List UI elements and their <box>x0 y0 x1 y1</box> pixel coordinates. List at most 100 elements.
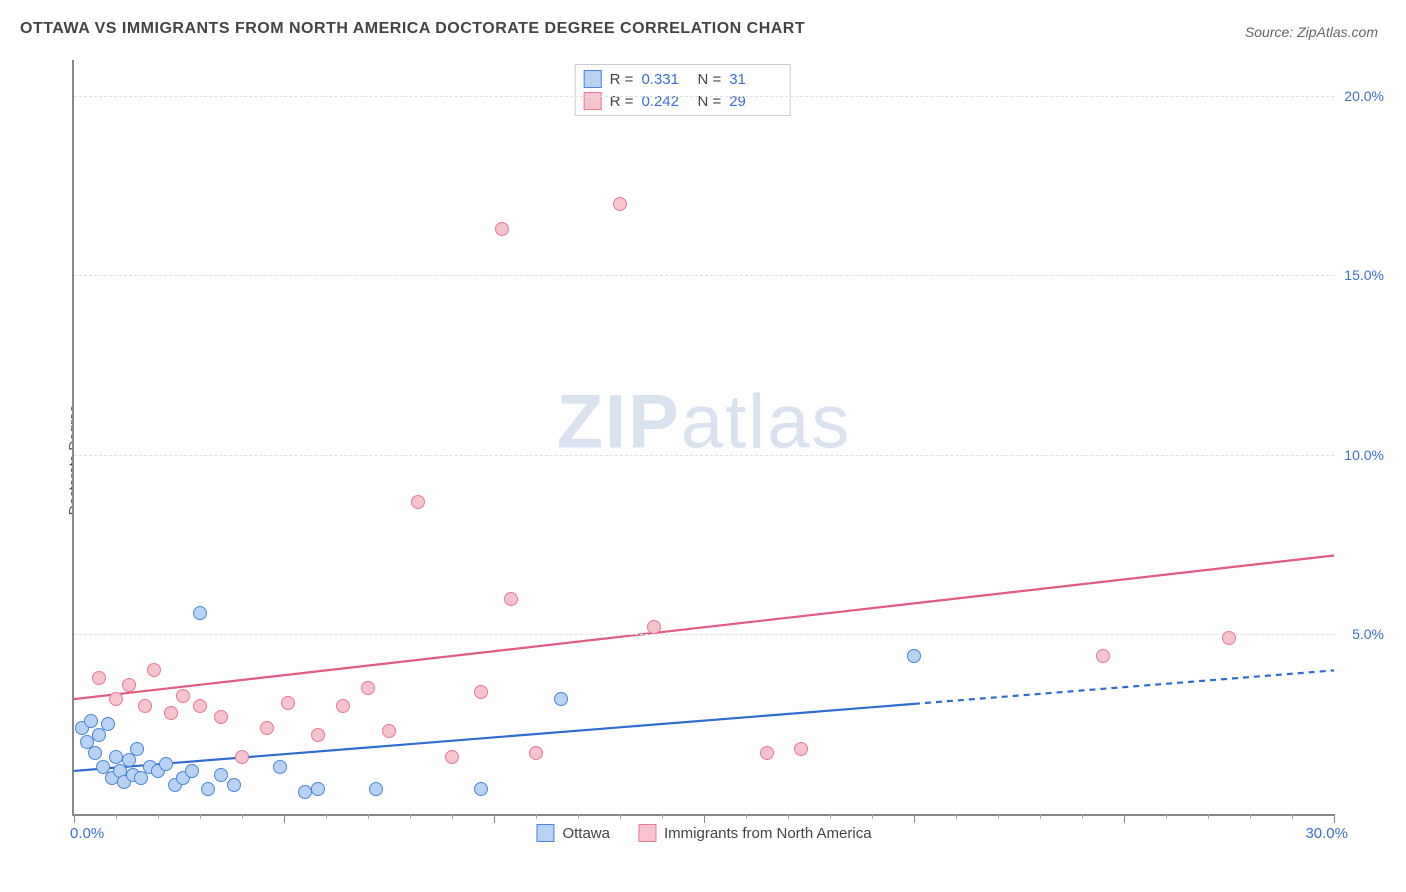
x-axis-start-label: 0.0% <box>70 825 104 842</box>
data-point <box>369 782 383 796</box>
x-tick-minor <box>746 814 747 819</box>
x-tick-minor <box>242 814 243 819</box>
data-point <box>1096 649 1110 663</box>
data-point <box>138 699 152 713</box>
gridline <box>74 455 1334 456</box>
data-point <box>193 606 207 620</box>
x-tick-minor <box>1040 814 1041 819</box>
x-tick-minor <box>1292 814 1293 819</box>
x-tick-major <box>1124 814 1125 823</box>
data-point <box>273 760 287 774</box>
x-tick-minor <box>788 814 789 819</box>
data-point <box>445 750 459 764</box>
x-tick-major <box>74 814 75 823</box>
data-point <box>130 742 144 756</box>
gridline <box>74 96 1334 97</box>
x-tick-minor <box>1166 814 1167 819</box>
data-point <box>760 746 774 760</box>
legend-swatch <box>536 824 554 842</box>
x-tick-major <box>914 814 915 823</box>
data-point <box>1222 631 1236 645</box>
data-point <box>474 782 488 796</box>
data-point <box>411 495 425 509</box>
x-tick-minor <box>536 814 537 819</box>
scatter-plot: ZIPatlas R =0.331N =31R =0.242N =29 Otta… <box>72 60 1334 816</box>
correlation-legend-row: R = 0.331 N = 31 <box>584 68 778 90</box>
data-point <box>185 764 199 778</box>
data-point <box>214 710 228 724</box>
legend-item: Immigrants from North America <box>638 824 872 842</box>
data-point <box>201 782 215 796</box>
data-point <box>311 728 325 742</box>
watermark: ZIPatlas <box>557 378 852 465</box>
trend-line <box>74 555 1334 699</box>
x-tick-major <box>1334 814 1335 823</box>
x-tick-minor <box>830 814 831 819</box>
data-point <box>92 671 106 685</box>
x-tick-minor <box>1208 814 1209 819</box>
x-tick-major <box>284 814 285 823</box>
regression-lines-layer <box>74 60 1334 814</box>
data-point <box>336 699 350 713</box>
legend-swatch <box>584 92 602 110</box>
trend-line <box>74 704 914 771</box>
x-tick-minor <box>200 814 201 819</box>
legend-swatch <box>584 70 602 88</box>
data-point <box>495 222 509 236</box>
correlation-legend: R =0.331N =31R =0.242N =29 <box>575 64 791 116</box>
data-point <box>529 746 543 760</box>
data-point <box>214 768 228 782</box>
data-point <box>260 721 274 735</box>
data-point <box>647 620 661 634</box>
x-tick-minor <box>872 814 873 819</box>
gridline <box>74 634 1334 635</box>
trend-line-extrapolated <box>914 670 1334 704</box>
x-tick-minor <box>116 814 117 819</box>
data-point <box>84 714 98 728</box>
data-point <box>227 778 241 792</box>
data-point <box>794 742 808 756</box>
x-tick-major <box>704 814 705 823</box>
x-tick-minor <box>662 814 663 819</box>
legend-item: Ottawa <box>536 824 610 842</box>
data-point <box>907 649 921 663</box>
legend-label: Ottawa <box>562 825 610 842</box>
data-point <box>382 724 396 738</box>
x-tick-minor <box>620 814 621 819</box>
series-legend: Ottawa Immigrants from North America <box>536 824 871 842</box>
n-label: N = <box>697 71 721 88</box>
data-point <box>159 757 173 771</box>
x-tick-minor <box>1082 814 1083 819</box>
gridline <box>74 275 1334 276</box>
chart-container: Doctorate Degree ZIPatlas R =0.331N =31R… <box>24 52 1382 868</box>
data-point <box>147 663 161 677</box>
y-tick-label: 20.0% <box>1340 88 1384 104</box>
y-tick-label: 10.0% <box>1340 447 1384 463</box>
data-point <box>88 746 102 760</box>
x-tick-minor <box>410 814 411 819</box>
y-tick-label: 5.0% <box>1340 626 1384 642</box>
legend-swatch <box>638 824 656 842</box>
chart-title: OTTAWA VS IMMIGRANTS FROM NORTH AMERICA … <box>20 20 805 38</box>
x-tick-minor <box>158 814 159 819</box>
data-point <box>311 782 325 796</box>
data-point <box>235 750 249 764</box>
source-attribution: Source: ZipAtlas.com <box>1245 24 1378 40</box>
y-tick-label: 15.0% <box>1340 267 1384 283</box>
data-point <box>613 197 627 211</box>
x-tick-minor <box>578 814 579 819</box>
data-point <box>281 696 295 710</box>
x-tick-minor <box>368 814 369 819</box>
n-value: 31 <box>729 71 777 88</box>
legend-label: Immigrants from North America <box>664 825 872 842</box>
x-tick-minor <box>452 814 453 819</box>
r-value: 0.331 <box>641 71 689 88</box>
data-point <box>176 689 190 703</box>
data-point <box>504 592 518 606</box>
x-tick-minor <box>956 814 957 819</box>
data-point <box>109 692 123 706</box>
x-axis-end-label: 30.0% <box>1305 825 1348 842</box>
r-label: R = <box>610 71 634 88</box>
x-tick-major <box>494 814 495 823</box>
x-tick-minor <box>1250 814 1251 819</box>
